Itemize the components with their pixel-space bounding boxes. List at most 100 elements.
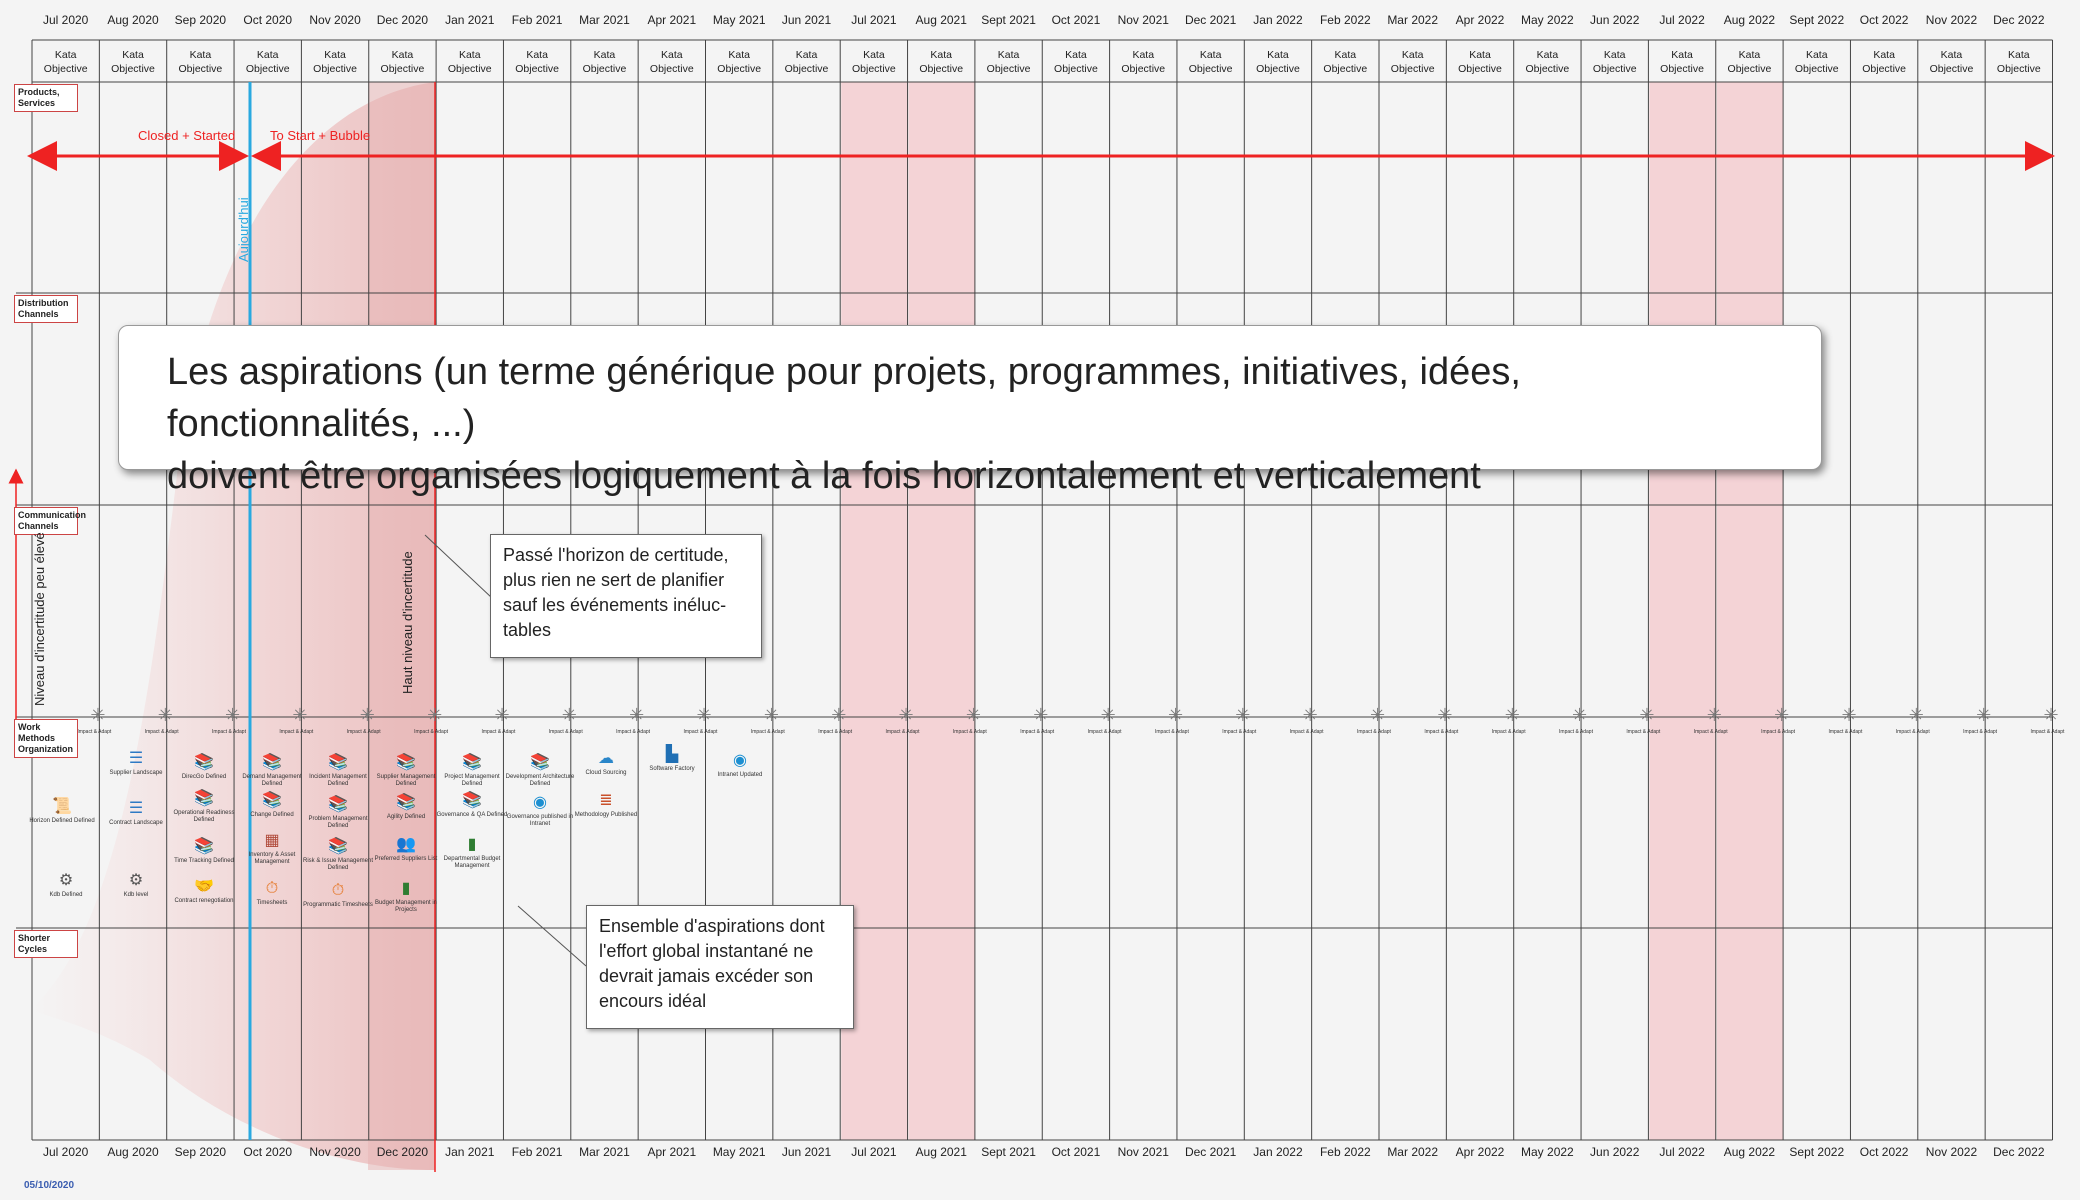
highlighted-month-column	[1649, 82, 1716, 1140]
aspiration-item-label: Supplier Landscape	[109, 770, 163, 776]
aspiration-item-label: Supplier Management Defined	[376, 774, 436, 787]
main-message-callout: Les aspirations (un terme générique pour…	[118, 325, 1822, 497]
kata-objective-label: Kata Objective	[649, 49, 694, 75]
month-footer: Dec 2021	[1184, 1145, 1237, 1159]
globe-icon: ◉	[733, 752, 747, 769]
impact-adapt-label: Impact & Adapt	[1020, 729, 1055, 735]
impact-adapt-label: Impact & Adapt	[885, 729, 920, 735]
month-header: Jul 2022	[1659, 13, 1705, 27]
aspiration-item-label: Governance & QA Defined	[436, 812, 508, 818]
aspiration-item: ⏱ Programmatic Timesheets	[302, 882, 374, 909]
month-footer: Mar 2021	[579, 1145, 630, 1159]
book-icon: 📚	[194, 838, 214, 855]
aspiration-item: 📚 Governance & QA Defined	[436, 792, 508, 819]
kata-objective-label: Kata Objective	[986, 49, 1031, 75]
month-footer: Jul 2021	[851, 1145, 897, 1159]
horizon-callout-line: sauf les événements inéluc-	[503, 595, 727, 615]
aspiration-item-label: Time Tracking Defined	[174, 858, 234, 864]
impact-adapt-label: Impact & Adapt	[414, 729, 449, 735]
kata-objective-label: Kata Objective	[784, 49, 829, 75]
shelves-icon: ▦	[264, 832, 280, 849]
month-footer: Aug 2020	[107, 1145, 159, 1159]
kata-objective-label: Kata Objective	[178, 49, 223, 75]
aspiration-item-label: Project Management Defined	[444, 774, 500, 787]
aspiration-item-label: Methodology Published	[574, 812, 638, 818]
aspiration-item: ☰ Contract Landscape	[100, 800, 172, 827]
kata-objective-label: Kata Objective	[1323, 49, 1368, 75]
impact-star-icon: ✳	[1302, 705, 1318, 725]
row-label: Shorter Cycles	[14, 930, 78, 958]
month-header: Feb 2022	[1319, 13, 1371, 27]
month-footer: Jun 2022	[1590, 1145, 1640, 1159]
kata-objective-label: Kata Objective	[43, 49, 88, 75]
dec-2020-column-shade	[368, 82, 435, 1170]
globe-icon: ◉	[533, 794, 547, 811]
month-header: May 2021	[712, 13, 766, 27]
today-label: Aujourd'hui	[236, 197, 251, 262]
impact-adapt-label: Impact & Adapt	[683, 729, 718, 735]
kata-objective-label: Kata Objective	[1054, 49, 1098, 75]
impact-adapt-label: Impact & Adapt	[1693, 729, 1728, 735]
kata-objective-label: Kata Objective	[1592, 49, 1637, 75]
month-footer: Nov 2020	[309, 1145, 361, 1159]
aspiration-item-label: Inventory & Asset Management	[248, 852, 296, 865]
month-footer: Sep 2020	[174, 1145, 227, 1159]
impact-adapt-label: Impact & Adapt	[2030, 729, 2065, 735]
month-footer: Aug 2021	[915, 1145, 967, 1159]
book-icon: 📚	[328, 796, 348, 813]
aspiration-item-label: Contract renegotiation	[174, 898, 234, 904]
impact-star-icon: ✳	[1167, 705, 1184, 725]
aspiration-item: 📚 Project Management Defined	[436, 754, 508, 788]
aspiration-item-label: Cloud Sourcing	[585, 770, 627, 776]
impact-adapt-label: Impact & Adapt	[1828, 729, 1863, 735]
impact-adapt-label: Impact & Adapt	[279, 729, 314, 735]
aspiration-item: 📚 Demand Management Defined	[236, 754, 308, 788]
kata-objective-label: Kata Objective	[1121, 49, 1166, 75]
aspiration-item-label: Kdb level	[123, 892, 149, 898]
highlighted-month-column	[1716, 82, 1784, 1140]
kata-objective-label: Kata Objective	[717, 49, 762, 75]
impact-star-icon: ✳	[1841, 705, 1857, 725]
aspiration-item-label: Operational Readiness Defined	[173, 810, 235, 823]
impact-adapt-label: Impact & Adapt	[1222, 729, 1257, 735]
impact-star-icon: ✳	[427, 705, 443, 725]
impact-star-icon: ✳	[1370, 705, 1386, 725]
month-header: Dec 2022	[1993, 13, 2045, 27]
list-icon: ☰	[128, 750, 144, 767]
impact-star-icon: ✳	[965, 705, 981, 725]
kata-objective-label: Kata Objective	[1794, 49, 1839, 75]
month-header: Oct 2021	[1051, 13, 1101, 27]
book-icon: 📚	[262, 792, 282, 809]
impact-adapt-label: Impact & Adapt	[952, 729, 987, 735]
row-label: Products, Services	[14, 84, 78, 112]
horizon-callout-pointer	[424, 534, 493, 599]
month-header: Dec 2020	[376, 13, 429, 27]
aspiration-item-label: Demand Management Defined	[242, 774, 302, 787]
impact-adapt-label: Impact & Adapt	[1289, 729, 1324, 735]
month-header: Nov 2020	[309, 13, 361, 27]
aspiration-item-label: Programmatic Timesheets	[303, 902, 373, 908]
aspiration-item: ◉ Governance published in Intranet	[504, 794, 576, 828]
impact-star-icon: ✳	[359, 705, 375, 725]
kata-objective-label: Kata Objective	[313, 49, 357, 75]
impact-star-icon: ✳	[1908, 705, 1924, 725]
month-header: Sept 2022	[1789, 13, 1845, 27]
month-footer: May 2022	[1521, 1145, 1574, 1159]
impact-adapt-label: Impact & Adapt	[1154, 729, 1189, 735]
aspiration-item-label: Budget Management in Projects	[374, 900, 438, 913]
kata-objective-label: Kata Objective	[1929, 49, 1974, 75]
month-footer: Mar 2022	[1387, 1145, 1439, 1159]
month-footer: Oct 2022	[1859, 1145, 1909, 1159]
aspiration-item: ◉ Intranet Updated	[704, 752, 776, 779]
kata-objective-label: Kata Objective	[1862, 49, 1907, 75]
chart-icon: ▮	[467, 836, 477, 853]
cloud-icon: ☁	[598, 750, 614, 767]
highlighted-month-column	[908, 82, 975, 1140]
month-header: Nov 2021	[1117, 13, 1169, 27]
impact-adapt-label: Impact & Adapt	[1559, 729, 1593, 735]
month-header: Jun 2021	[781, 13, 832, 27]
wip-callout-line: l'effort global instantané ne	[599, 941, 814, 961]
month-footer: Feb 2022	[1319, 1145, 1371, 1159]
impact-adapt-label: Impact & Adapt	[144, 729, 179, 735]
